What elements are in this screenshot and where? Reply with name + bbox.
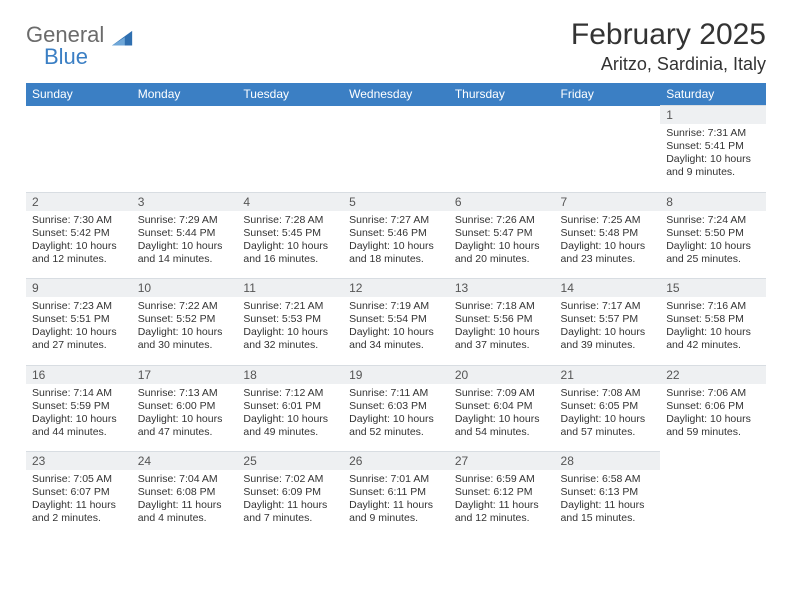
day-number: 28 xyxy=(555,452,661,471)
day-number: 12 xyxy=(343,279,449,298)
day-number: 14 xyxy=(555,279,661,298)
day-cell: Sunrise: 7:05 AM Sunset: 6:07 PM Dayligh… xyxy=(26,470,132,538)
day-number: 23 xyxy=(26,452,132,471)
daynum-row: 1 xyxy=(26,106,766,125)
day-cell: Sunrise: 7:02 AM Sunset: 6:09 PM Dayligh… xyxy=(237,470,343,538)
sail-icon xyxy=(112,27,134,45)
day-number: 20 xyxy=(449,365,555,384)
day-number xyxy=(660,452,766,471)
header: General Blue February 2025 Aritzo, Sardi… xyxy=(26,18,766,75)
title-block: February 2025 Aritzo, Sardinia, Italy xyxy=(571,18,766,75)
day-number: 13 xyxy=(449,279,555,298)
month-title: February 2025 xyxy=(571,18,766,52)
content-row: Sunrise: 7:05 AM Sunset: 6:07 PM Dayligh… xyxy=(26,470,766,538)
day-cell: Sunrise: 7:26 AM Sunset: 5:47 PM Dayligh… xyxy=(449,211,555,279)
day-number: 9 xyxy=(26,279,132,298)
day-cell: Sunrise: 6:58 AM Sunset: 6:13 PM Dayligh… xyxy=(555,470,661,538)
day-cell: Sunrise: 7:23 AM Sunset: 5:51 PM Dayligh… xyxy=(26,297,132,365)
day-number: 7 xyxy=(555,192,661,211)
day-cell: Sunrise: 7:01 AM Sunset: 6:11 PM Dayligh… xyxy=(343,470,449,538)
day-cell xyxy=(132,124,238,192)
logo: General Blue xyxy=(26,22,134,70)
day-number: 21 xyxy=(555,365,661,384)
day-number: 24 xyxy=(132,452,238,471)
day-cell: Sunrise: 7:16 AM Sunset: 5:58 PM Dayligh… xyxy=(660,297,766,365)
day-cell: Sunrise: 7:18 AM Sunset: 5:56 PM Dayligh… xyxy=(449,297,555,365)
day-cell: Sunrise: 7:13 AM Sunset: 6:00 PM Dayligh… xyxy=(132,384,238,452)
daynum-row: 232425262728 xyxy=(26,452,766,471)
day-number: 26 xyxy=(343,452,449,471)
day-number xyxy=(237,106,343,125)
day-cell: Sunrise: 7:28 AM Sunset: 5:45 PM Dayligh… xyxy=(237,211,343,279)
calendar-table: Sunday Monday Tuesday Wednesday Thursday… xyxy=(26,83,766,538)
content-row: Sunrise: 7:30 AM Sunset: 5:42 PM Dayligh… xyxy=(26,211,766,279)
day-cell xyxy=(660,470,766,538)
day-number xyxy=(26,106,132,125)
day-number: 15 xyxy=(660,279,766,298)
day-cell: Sunrise: 7:06 AM Sunset: 6:06 PM Dayligh… xyxy=(660,384,766,452)
day-number xyxy=(343,106,449,125)
day-cell: Sunrise: 7:19 AM Sunset: 5:54 PM Dayligh… xyxy=(343,297,449,365)
day-number: 18 xyxy=(237,365,343,384)
weekday-header-row: Sunday Monday Tuesday Wednesday Thursday… xyxy=(26,83,766,106)
day-cell: Sunrise: 7:11 AM Sunset: 6:03 PM Dayligh… xyxy=(343,384,449,452)
weekday-header: Tuesday xyxy=(237,83,343,106)
content-row: Sunrise: 7:31 AM Sunset: 5:41 PM Dayligh… xyxy=(26,124,766,192)
weekday-header: Sunday xyxy=(26,83,132,106)
day-cell: Sunrise: 7:30 AM Sunset: 5:42 PM Dayligh… xyxy=(26,211,132,279)
weekday-header: Thursday xyxy=(449,83,555,106)
day-number: 1 xyxy=(660,106,766,125)
day-cell: Sunrise: 7:17 AM Sunset: 5:57 PM Dayligh… xyxy=(555,297,661,365)
logo-text-blue: Blue xyxy=(44,44,134,70)
daynum-row: 16171819202122 xyxy=(26,365,766,384)
day-number: 8 xyxy=(660,192,766,211)
day-number: 2 xyxy=(26,192,132,211)
day-cell: Sunrise: 7:27 AM Sunset: 5:46 PM Dayligh… xyxy=(343,211,449,279)
day-cell: Sunrise: 7:14 AM Sunset: 5:59 PM Dayligh… xyxy=(26,384,132,452)
day-cell xyxy=(26,124,132,192)
day-number: 17 xyxy=(132,365,238,384)
day-number xyxy=(555,106,661,125)
weekday-header: Wednesday xyxy=(343,83,449,106)
day-number: 19 xyxy=(343,365,449,384)
day-number: 11 xyxy=(237,279,343,298)
day-cell: Sunrise: 7:08 AM Sunset: 6:05 PM Dayligh… xyxy=(555,384,661,452)
day-cell: Sunrise: 7:04 AM Sunset: 6:08 PM Dayligh… xyxy=(132,470,238,538)
location: Aritzo, Sardinia, Italy xyxy=(571,54,766,75)
day-cell: Sunrise: 7:25 AM Sunset: 5:48 PM Dayligh… xyxy=(555,211,661,279)
day-cell xyxy=(449,124,555,192)
day-number: 5 xyxy=(343,192,449,211)
day-number: 4 xyxy=(237,192,343,211)
day-cell: Sunrise: 7:21 AM Sunset: 5:53 PM Dayligh… xyxy=(237,297,343,365)
day-number xyxy=(132,106,238,125)
day-number: 3 xyxy=(132,192,238,211)
day-cell: Sunrise: 7:12 AM Sunset: 6:01 PM Dayligh… xyxy=(237,384,343,452)
content-row: Sunrise: 7:23 AM Sunset: 5:51 PM Dayligh… xyxy=(26,297,766,365)
day-cell: Sunrise: 7:09 AM Sunset: 6:04 PM Dayligh… xyxy=(449,384,555,452)
day-number: 27 xyxy=(449,452,555,471)
day-cell: Sunrise: 7:29 AM Sunset: 5:44 PM Dayligh… xyxy=(132,211,238,279)
day-number xyxy=(449,106,555,125)
day-cell: Sunrise: 7:24 AM Sunset: 5:50 PM Dayligh… xyxy=(660,211,766,279)
weekday-header: Friday xyxy=(555,83,661,106)
daynum-row: 2345678 xyxy=(26,192,766,211)
day-cell: Sunrise: 7:22 AM Sunset: 5:52 PM Dayligh… xyxy=(132,297,238,365)
weekday-header: Saturday xyxy=(660,83,766,106)
day-cell: Sunrise: 7:31 AM Sunset: 5:41 PM Dayligh… xyxy=(660,124,766,192)
day-cell xyxy=(555,124,661,192)
day-cell xyxy=(237,124,343,192)
day-number: 6 xyxy=(449,192,555,211)
day-number: 25 xyxy=(237,452,343,471)
weekday-header: Monday xyxy=(132,83,238,106)
day-cell xyxy=(343,124,449,192)
day-number: 22 xyxy=(660,365,766,384)
daynum-row: 9101112131415 xyxy=(26,279,766,298)
day-number: 10 xyxy=(132,279,238,298)
day-number: 16 xyxy=(26,365,132,384)
day-cell: Sunrise: 6:59 AM Sunset: 6:12 PM Dayligh… xyxy=(449,470,555,538)
content-row: Sunrise: 7:14 AM Sunset: 5:59 PM Dayligh… xyxy=(26,384,766,452)
